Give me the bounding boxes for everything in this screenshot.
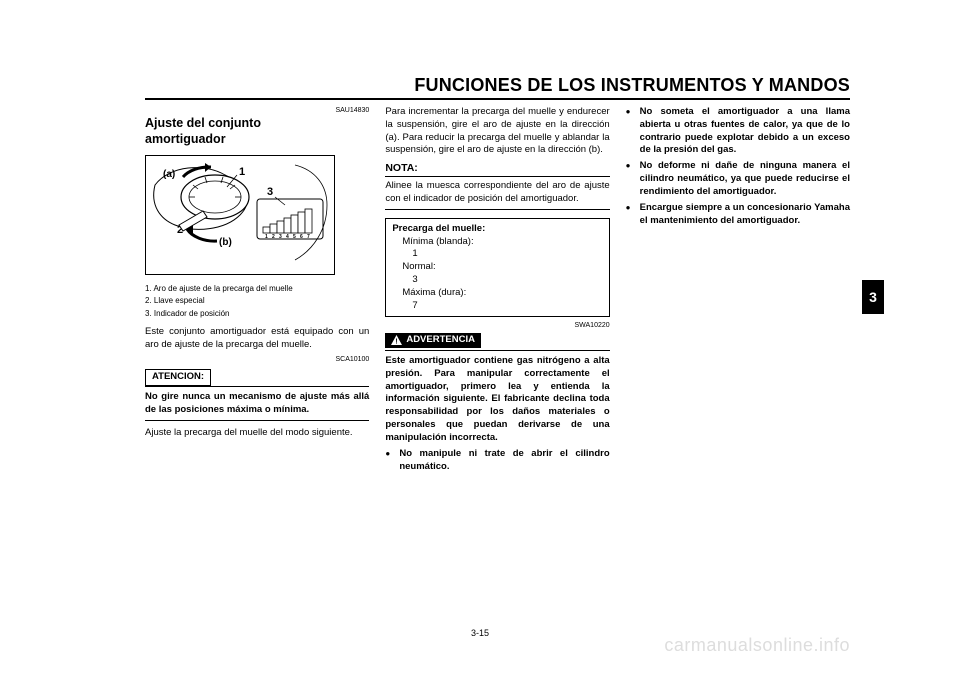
nota-rule <box>385 176 609 177</box>
ref-code: SAU14830 <box>145 106 369 115</box>
figure-label-1: 1 <box>239 166 245 178</box>
svg-text:1: 1 <box>265 234 268 240</box>
column-2: Para incrementar la precarga del muelle … <box>385 106 609 476</box>
paragraph: Este conjunto amortiguador está equipado… <box>145 326 369 352</box>
svg-text:7: 7 <box>307 234 310 240</box>
column-3: No someta el amortiguador a una llama ab… <box>626 106 850 476</box>
heading-line2: amortiguador <box>145 132 226 146</box>
spec-min-value: 1 <box>392 248 602 261</box>
figure-caption-3: 3. Indicador de posición <box>145 309 369 320</box>
bullet-list: No someta el amortiguador a una llama ab… <box>626 106 850 227</box>
spec-box: Precarga del muelle: Mínima (blanda): 1 … <box>385 218 609 318</box>
chapter-tab: 3 <box>862 280 884 314</box>
label-rule <box>385 350 609 351</box>
advertencia-text: ADVERTENCIA <box>406 334 475 347</box>
spec-norm-value: 3 <box>392 274 602 287</box>
paragraph: Alinee la muesca correspondiente del aro… <box>385 180 609 206</box>
header-rule <box>145 98 850 100</box>
page-title: FUNCIONES DE LOS INSTRUMENTOS Y MANDOS <box>145 75 850 98</box>
warning-text: Este amortiguador contiene gas nitrógeno… <box>385 355 609 445</box>
spec-norm-label: Normal: <box>392 261 602 274</box>
nota-block: NOTA: <box>385 161 609 177</box>
figure-caption-2: 2. Llave especial <box>145 296 369 307</box>
figure-label-b: (b) <box>219 237 232 248</box>
warning-triangle-icon: ! <box>391 335 402 345</box>
svg-text:!: ! <box>396 339 398 346</box>
figure-caption-1: 1. Aro de ajuste de la precarga del muel… <box>145 284 369 295</box>
section-heading: Ajuste del conjunto amortiguador <box>145 116 369 147</box>
figure-label-3: 3 <box>267 186 273 198</box>
paragraph: Para incrementar la precarga del muelle … <box>385 106 609 157</box>
ref-code: SWA10220 <box>385 321 609 330</box>
column-1: SAU14830 Ajuste del conjunto amortiguado… <box>145 106 369 476</box>
atencion-label: ATENCION: <box>145 369 211 386</box>
document-page: FUNCIONES DE LOS INSTRUMENTOS Y MANDOS S… <box>0 0 960 678</box>
warning-text: No gire nunca un mecanismo de ajuste más… <box>145 391 369 417</box>
shock-adjuster-illustration: (a) (b) 1 2 <box>145 155 335 275</box>
label-rule <box>145 386 369 387</box>
ref-code: SCA10100 <box>145 355 369 364</box>
bullet-item: No deforme ni dañe de ninguna manera el … <box>626 160 850 198</box>
svg-text:4: 4 <box>286 234 289 240</box>
paragraph: Ajuste la precarga del muelle del modo s… <box>145 427 369 440</box>
svg-text:3: 3 <box>279 234 282 240</box>
page-number: 3-15 <box>471 628 489 638</box>
bullet-item: No manipule ni trate de abrir el cilindr… <box>385 448 609 474</box>
spec-title: Precarga del muelle: <box>392 223 602 236</box>
figure-label-a: (a) <box>163 169 175 180</box>
bullet-item: No someta el amortiguador a una llama ab… <box>626 106 850 157</box>
spec-max-value: 7 <box>392 300 602 313</box>
chapter-number: 3 <box>869 289 877 305</box>
svg-text:2: 2 <box>272 234 275 240</box>
spec-max-label: Máxima (dura): <box>392 287 602 300</box>
content-columns: SAU14830 Ajuste del conjunto amortiguado… <box>145 106 850 476</box>
svg-text:5: 5 <box>293 234 296 240</box>
advertencia-label: ! ADVERTENCIA <box>385 333 481 348</box>
bullet-list: No manipule ni trate de abrir el cilindr… <box>385 448 609 474</box>
heading-line1: Ajuste del conjunto <box>145 116 261 130</box>
thin-rule <box>145 420 369 421</box>
nota-label: NOTA: <box>385 162 417 174</box>
advertencia-block: ! ADVERTENCIA <box>385 333 609 350</box>
thin-rule <box>385 209 609 210</box>
svg-text:6: 6 <box>300 234 303 240</box>
spec-min-label: Mínima (blanda): <box>392 236 602 249</box>
watermark: carmanualsonline.info <box>664 635 850 656</box>
bullet-item: Encargue siempre a un concesionario Yama… <box>626 202 850 228</box>
